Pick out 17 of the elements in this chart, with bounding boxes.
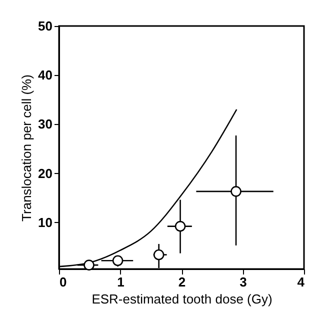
point	[174, 220, 186, 232]
x-tick-label: 0	[60, 274, 67, 290]
x-tick-label: 2	[178, 274, 186, 290]
y-tick-label: 10	[38, 214, 52, 230]
point	[84, 260, 94, 270]
point	[153, 249, 164, 260]
y-tick-label: 30	[38, 116, 52, 132]
x-tick-label: 1	[117, 274, 124, 290]
x-tick-label: 4	[297, 274, 306, 290]
point	[230, 186, 242, 197]
y-tick-label: 50	[38, 18, 52, 34]
y-axis-title: Translocation per cell (%)	[19, 74, 34, 222]
x-tick-label: 3	[240, 274, 247, 290]
x-axis-title: ESR-estimated tooth dose (Gy)	[92, 292, 272, 306]
y-tick-label: 20	[38, 166, 52, 181]
y-tick-label: 40	[38, 68, 52, 83]
point	[112, 255, 124, 266]
